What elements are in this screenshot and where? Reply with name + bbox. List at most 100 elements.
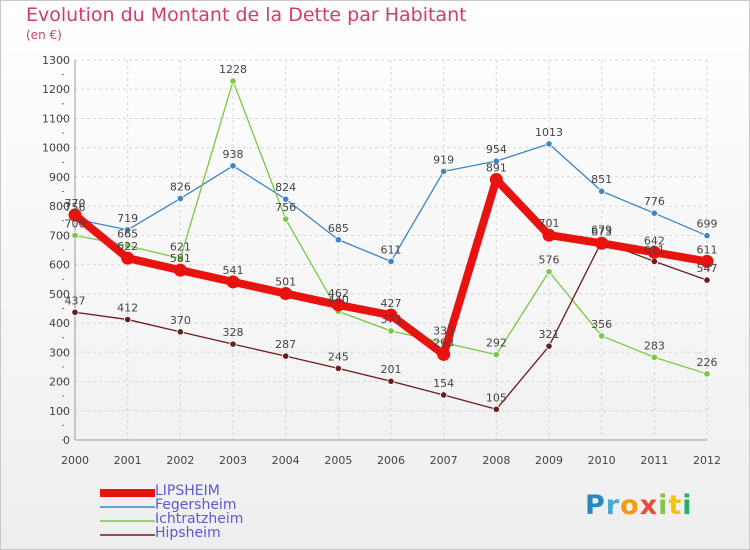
chart-subtitle: (en €) [26,28,62,42]
data-point [334,236,342,244]
data-label: 321 [539,328,560,341]
data-label: 665 [117,228,138,241]
data-point [124,226,132,234]
data-label: 541 [223,264,244,277]
x-tick-label: 2004 [272,454,300,467]
data-point [598,187,606,195]
y-tick-label: 200 [49,376,70,389]
data-label: 245 [328,350,349,363]
y-tick-label: 100 [49,405,70,418]
data-point [598,332,606,340]
data-point [489,173,503,187]
data-point [440,167,448,175]
data-label: 105 [486,391,507,404]
data-point [492,351,500,359]
y-tick-label: 300 [49,346,70,359]
x-tick-label: 2009 [535,454,563,467]
data-label: 328 [223,326,244,339]
data-label: 547 [697,262,718,275]
data-label: 611 [644,243,665,256]
data-label: 770 [65,197,86,210]
data-point [173,263,187,277]
data-label: 226 [697,356,718,369]
y-tick-label: 1200 [42,83,70,96]
data-label: 954 [486,143,507,156]
data-point [282,195,290,203]
data-point [334,364,342,372]
data-label: 437 [65,294,86,307]
data-label: 201 [381,363,402,376]
data-point [703,370,711,378]
data-label: 621 [170,240,191,253]
data-point [492,157,500,165]
data-point [176,328,184,336]
x-tick-label: 2000 [61,454,89,467]
data-point [440,391,448,399]
data-point [650,257,658,265]
x-tick-label: 2008 [482,454,510,467]
data-point [279,287,293,301]
data-label: 440 [328,293,349,306]
data-label: 611 [381,243,402,256]
data-label: 891 [486,162,507,175]
data-point [387,257,395,265]
x-tick-label: 2003 [219,454,247,467]
proxiti-logo: Proxiti [585,490,693,521]
x-tick-label: 2006 [377,454,405,467]
data-point [387,327,395,335]
legend-swatch [100,506,155,508]
x-tick-label: 2010 [588,454,616,467]
data-label: 679 [591,224,612,237]
logo-letter: t [668,490,683,521]
data-point [700,254,714,268]
logo-letter: r [605,490,621,521]
data-point [545,342,553,350]
data-point [650,353,658,361]
y-tick-label: 1300 [42,54,70,67]
data-label: 576 [539,254,560,267]
data-label: 501 [275,276,296,289]
data-label: 283 [644,339,665,352]
data-point [595,236,609,250]
data-label: 287 [275,338,296,351]
data-label: 699 [697,218,718,231]
legend-label: Fegersheim [155,497,237,513]
legend-label: Hipsheim [155,525,221,541]
data-point [492,405,500,413]
data-point [229,340,237,348]
legend-label: Ichtratzheim [155,511,244,527]
data-point [437,347,451,361]
data-label: 938 [223,148,244,161]
data-point [71,231,79,239]
y-tick-label: 1100 [42,112,70,125]
data-point [282,352,290,360]
y-tick-label: 500 [49,288,70,301]
legend-swatch [100,534,155,536]
y-tick-label: 800 [49,200,70,213]
logo-letter: o [620,490,640,521]
data-point [121,251,135,265]
data-label: 719 [117,212,138,225]
data-point [229,77,237,85]
data-point [387,377,395,385]
data-point [124,315,132,324]
data-label: 370 [170,314,191,327]
data-label: 373 [381,313,402,326]
data-label: 622 [117,240,138,253]
data-label: 756 [275,201,296,214]
data-point [176,194,184,203]
data-point [176,254,184,263]
data-label: 685 [328,222,349,235]
data-label: 919 [433,153,454,166]
data-point [71,308,79,316]
data-label: 826 [170,181,191,194]
x-tick-label: 2007 [430,454,458,467]
data-label: 701 [539,217,560,230]
x-tick-label: 2011 [640,454,668,467]
data-point [703,232,711,240]
data-point [384,308,398,322]
data-label: 1228 [219,63,247,76]
x-tick-label: 2012 [693,454,721,467]
legend-swatch [100,520,155,522]
